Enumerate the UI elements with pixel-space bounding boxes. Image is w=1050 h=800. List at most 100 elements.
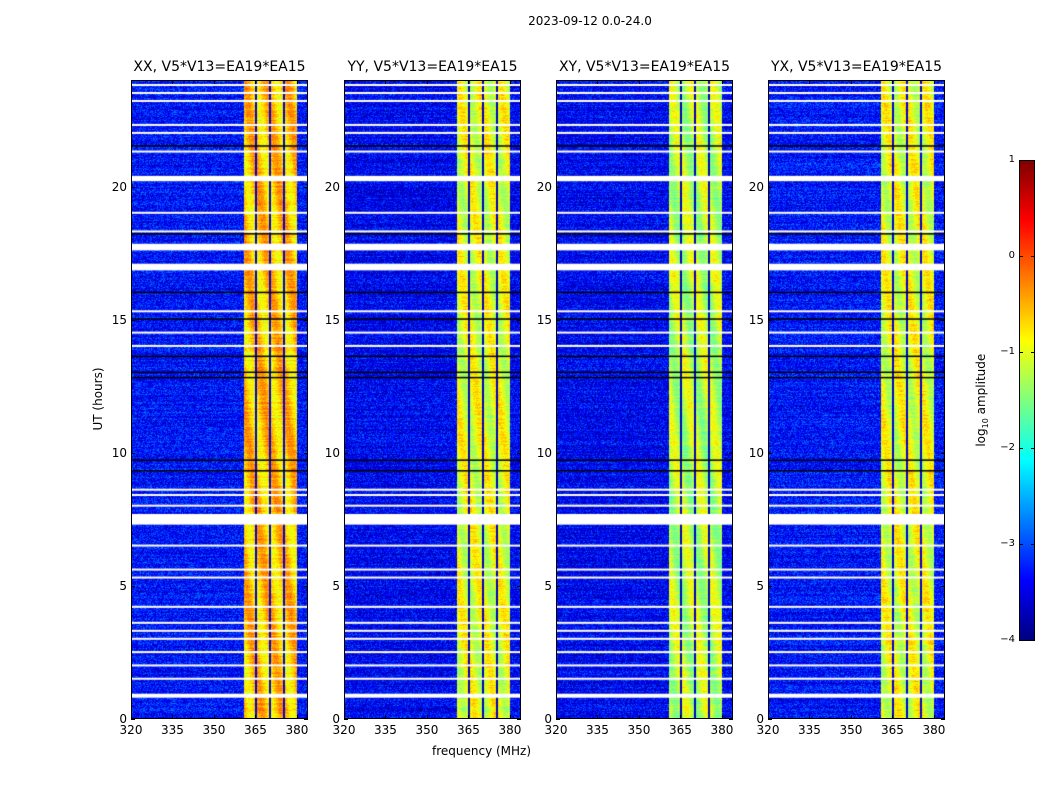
x-tick-label: 380: [285, 723, 309, 737]
y-tick-label: 20: [748, 179, 764, 194]
y-tick-mark: [941, 186, 945, 188]
y-tick-mark: [941, 719, 945, 720]
y-tick-label: 10: [111, 445, 127, 460]
y-tick-mark: [344, 719, 348, 720]
x-tick-mark: [809, 80, 811, 84]
spectrogram-panel-xx: [131, 80, 308, 719]
x-tick-label: 365: [669, 723, 692, 737]
y-tick-mark: [304, 719, 308, 720]
x-tick-label: 380: [922, 723, 946, 737]
x-tick-mark: [213, 80, 215, 84]
y-tick-mark: [729, 186, 733, 188]
y-tick-mark: [131, 319, 135, 321]
y-tick-label: 10: [748, 445, 764, 460]
y-axis-label: UT (hours): [91, 367, 105, 431]
heatmap-canvas: [768, 80, 945, 719]
x-tick-mark: [597, 715, 599, 719]
y-tick-mark: [344, 186, 348, 188]
x-tick-mark: [933, 715, 935, 719]
y-tick-mark: [556, 319, 560, 321]
y-tick-mark: [729, 585, 733, 587]
y-tick-mark: [344, 452, 348, 454]
y-tick-mark: [768, 719, 772, 720]
heatmap-canvas: [344, 80, 521, 719]
y-tick-label: 15: [111, 312, 127, 327]
x-tick-mark: [213, 715, 215, 719]
y-tick-label: 5: [332, 578, 340, 593]
x-tick-mark: [344, 715, 345, 719]
y-tick-mark: [517, 585, 521, 587]
y-tick-mark: [768, 585, 772, 587]
x-tick-mark: [131, 80, 132, 84]
x-tick-label: 335: [798, 723, 821, 737]
colorbar-tick-mark: [1031, 256, 1035, 257]
y-tick-mark: [729, 319, 733, 321]
x-tick-label: 320: [332, 723, 356, 737]
x-tick-label: 335: [374, 723, 397, 737]
y-tick-mark: [941, 319, 945, 321]
y-tick-mark: [729, 719, 733, 720]
y-tick-label: 0: [544, 712, 552, 726]
x-tick-mark: [680, 80, 682, 84]
y-tick-mark: [131, 585, 135, 587]
colorbar-tick-mark: [1019, 352, 1023, 353]
colorbar-tick-label: −1: [1000, 346, 1015, 357]
x-tick-mark: [892, 715, 894, 719]
x-tick-mark: [172, 715, 174, 719]
y-tick-label: 5: [119, 578, 127, 593]
x-tick-mark: [255, 80, 257, 84]
x-tick-mark: [850, 715, 852, 719]
colorbar-tick-mark: [1019, 160, 1023, 161]
y-tick-mark: [304, 186, 308, 188]
y-tick-mark: [768, 186, 772, 188]
x-tick-mark: [556, 715, 557, 719]
y-tick-label: 0: [119, 712, 127, 726]
x-tick-mark: [850, 80, 852, 84]
y-tick-mark: [517, 452, 521, 454]
colorbar-tick-mark: [1019, 448, 1023, 449]
spectrogram-panel-yx: [768, 80, 945, 719]
x-tick-mark: [768, 715, 769, 719]
y-tick-mark: [556, 186, 560, 188]
colorbar-tick-mark: [1031, 640, 1035, 641]
y-tick-mark: [941, 585, 945, 587]
x-tick-mark: [255, 715, 257, 719]
x-axis-label: frequency (MHz): [432, 744, 532, 758]
y-tick-mark: [131, 186, 135, 188]
colorbar-tick-label: 0: [1008, 250, 1015, 261]
x-tick-mark: [933, 80, 935, 84]
x-tick-mark: [131, 715, 132, 719]
colorbar-tick-label: −2: [1000, 442, 1015, 453]
x-tick-label: 335: [161, 723, 184, 737]
y-tick-mark: [304, 452, 308, 454]
y-tick-label: 10: [324, 445, 340, 460]
colorbar-tick-label: −3: [1000, 538, 1015, 549]
colorbar-gradient: [1019, 160, 1035, 641]
y-tick-mark: [556, 719, 560, 720]
colorbar-tick-mark: [1031, 448, 1035, 449]
x-tick-mark: [638, 80, 640, 84]
y-tick-label: 5: [756, 578, 764, 593]
x-tick-label: 380: [498, 723, 522, 737]
x-tick-label: 320: [119, 723, 143, 737]
x-tick-mark: [892, 80, 894, 84]
spectrogram-panel-yy: [344, 80, 521, 719]
y-tick-mark: [517, 319, 521, 321]
y-tick-label: 15: [324, 312, 340, 327]
x-tick-mark: [680, 715, 682, 719]
y-tick-label: 0: [332, 712, 340, 726]
y-tick-mark: [556, 585, 560, 587]
colorbar-tick-mark: [1019, 640, 1023, 641]
colorbar-tick-mark: [1019, 544, 1023, 545]
x-tick-mark: [509, 715, 511, 719]
y-tick-mark: [556, 452, 560, 454]
y-tick-label: 20: [111, 179, 127, 194]
figure-title: 2023-09-12 0.0-24.0: [528, 14, 652, 28]
x-tick-label: 365: [244, 723, 267, 737]
x-tick-mark: [638, 715, 640, 719]
y-tick-label: 15: [536, 312, 552, 327]
x-tick-mark: [172, 80, 174, 84]
y-tick-mark: [344, 319, 348, 321]
x-tick-mark: [597, 80, 599, 84]
